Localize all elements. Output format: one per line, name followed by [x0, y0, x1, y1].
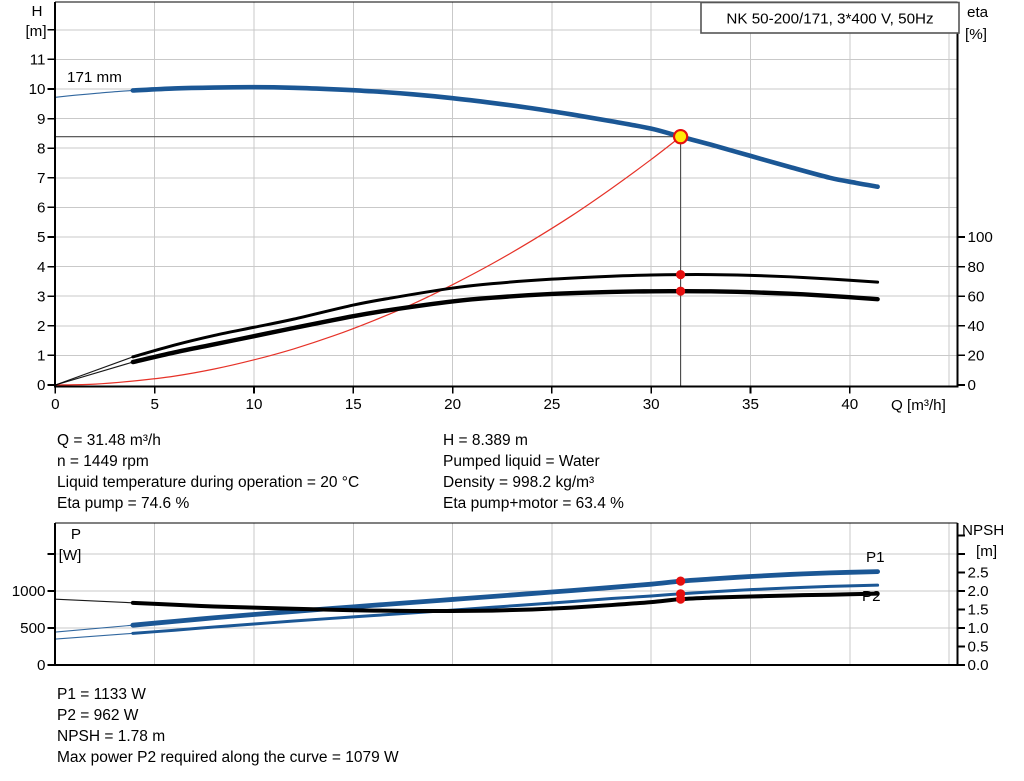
- y-right-tick-label: 100: [968, 229, 993, 246]
- curve-p2: [131, 583, 880, 635]
- x-tick-label: 15: [345, 396, 362, 413]
- curve-p1-thin: [55, 624, 133, 633]
- info-n: n = 1449 rpm: [57, 453, 149, 470]
- h-axis-label: H: [32, 3, 43, 20]
- curve-qh-171mm: [130, 84, 880, 189]
- pump-title: NK 50-200/171, 3*400 V, 50Hz: [726, 11, 933, 28]
- y-right-tick-label: 0.0: [968, 657, 989, 674]
- y-right-tick-label: 40: [968, 318, 985, 335]
- x-tick-label: 10: [246, 396, 263, 413]
- pump-title-box: [700, 1, 960, 34]
- info-p1: P1 = 1133 W: [57, 686, 146, 703]
- info-temp: Liquid temperature during operation = 20…: [57, 474, 360, 491]
- info-npsh: NPSH = 1.78 m: [57, 728, 166, 745]
- x-tick-label: 25: [543, 396, 560, 413]
- x-tick-label: 35: [742, 396, 759, 413]
- x-tick-label: 5: [150, 396, 158, 413]
- y-left-tick-label: 9: [37, 111, 45, 128]
- eta-pump-motor-dot: [675, 286, 686, 296]
- info-eta-pump: Eta pump = 74.6 %: [57, 495, 190, 512]
- y-left-tick-label: 5: [37, 229, 45, 246]
- npsh-dot: [675, 594, 686, 604]
- y-right-tick-label: 0.5: [968, 639, 989, 656]
- y-left-tick-label: 3: [37, 288, 45, 305]
- y-left-tick-label: 0: [37, 657, 45, 674]
- y-left-tick-label: 10: [29, 81, 46, 98]
- curve-eta-pump-motor-thin: [55, 361, 134, 386]
- x-tick-label: 40: [841, 396, 858, 413]
- curve-npsh: [130, 591, 880, 614]
- y-right-tick-label: 2.0: [968, 583, 989, 600]
- p1-curve-label: P1: [866, 549, 885, 566]
- info-max-power: Max power P2 required along the curve = …: [57, 749, 399, 766]
- info-h: H = 8.389 m: [443, 432, 528, 449]
- y-left-tick-label: 1000: [12, 583, 46, 600]
- y-right-tick-label: 80: [968, 259, 985, 276]
- info-p2: P2 = 962 W: [57, 707, 139, 724]
- eta-axis-label: eta: [967, 4, 989, 21]
- operating-point[interactable]: [672, 128, 689, 145]
- y-left-tick-label: 8: [37, 140, 45, 157]
- curve-p1: [130, 569, 881, 628]
- curve-eta-pump-motor: [130, 288, 880, 365]
- p1-dot: [675, 576, 686, 586]
- npsh-axis-unit: [m]: [976, 543, 997, 560]
- h-axis-unit: [m]: [25, 23, 46, 40]
- eta-pump-dot: [675, 269, 686, 280]
- npsh-axis-label: NPSH: [962, 522, 1004, 539]
- y-left-tick-label: 2: [37, 318, 45, 335]
- y-left-tick-label: 7: [37, 170, 45, 187]
- info-density: Density = 998.2 kg/m³: [443, 474, 595, 491]
- impeller-diameter-label: 171 mm: [67, 69, 122, 86]
- y-right-tick-label: 1.0: [968, 620, 989, 637]
- curve-npsh-thin: [55, 598, 133, 604]
- curve-eta-pump-thin: [55, 356, 134, 386]
- curve-system-curve: [54, 136, 682, 386]
- y-right-tick-label: 1.5: [968, 602, 989, 619]
- y-left-tick-label: 4: [37, 259, 45, 276]
- q-axis-label: Q [m³/h]: [891, 397, 946, 414]
- curve-eta-pump: [131, 273, 880, 359]
- y-left-tick-label: 6: [37, 200, 45, 217]
- info-eta-pump-motor: Eta pump+motor = 63.4 %: [443, 495, 624, 512]
- curve-p2-thin: [55, 632, 133, 640]
- y-left-tick-label: 500: [20, 620, 45, 637]
- y-right-tick-label: 20: [968, 348, 985, 365]
- y-right-tick-label: 60: [968, 288, 985, 305]
- y-left-tick-label: 0: [37, 377, 45, 394]
- p-axis-label: P: [71, 526, 81, 543]
- x-tick-label: 0: [51, 396, 59, 413]
- curve-qh-171mm-thin: [55, 89, 133, 98]
- y-left-tick-label: 11: [30, 52, 46, 69]
- x-tick-label: 20: [444, 396, 461, 413]
- y-right-tick-label: 2.5: [968, 565, 989, 582]
- info-liquid: Pumped liquid = Water: [443, 453, 600, 470]
- eta-axis-unit: [%]: [965, 26, 987, 43]
- y-right-tick-label: 0: [968, 377, 976, 394]
- p-axis-unit: [W]: [59, 547, 82, 564]
- y-left-tick-label: 1: [37, 348, 45, 365]
- x-tick-label: 30: [643, 396, 660, 413]
- info-q: Q = 31.48 m³/h: [57, 432, 161, 449]
- p2-curve-label: P2: [862, 588, 881, 605]
